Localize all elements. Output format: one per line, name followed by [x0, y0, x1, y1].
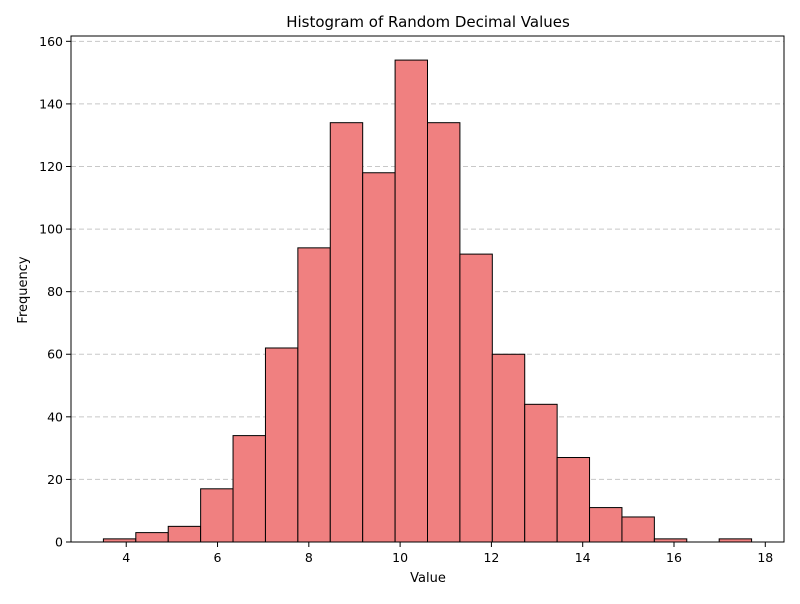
y-tick-label-20: 20: [47, 472, 63, 487]
y-tick-label-80: 80: [47, 284, 63, 299]
chart-title: Histogram of Random Decimal Values: [286, 13, 570, 31]
histogram-bar-9: [362, 172, 396, 543]
histogram-bar-6: [264, 347, 299, 543]
histogram-bar-10: [394, 59, 429, 543]
y-tick-label-120: 120: [39, 159, 63, 174]
x-tick-label-16: 16: [666, 550, 682, 565]
histogram-bar-13: [491, 353, 526, 543]
y-tick-label-140: 140: [39, 96, 63, 111]
x-tick-label-6: 6: [214, 550, 222, 565]
histogram-bar-8: [329, 122, 364, 543]
x-tick-label-18: 18: [757, 550, 773, 565]
x-tick-label-4: 4: [122, 550, 130, 565]
x-tick-label-12: 12: [483, 550, 499, 565]
histogram-bar-17: [621, 516, 655, 543]
x-tick-label-8: 8: [305, 550, 313, 565]
y-tick-label-100: 100: [39, 222, 63, 237]
histogram-bars: [102, 59, 753, 543]
histogram-bar-11: [427, 122, 461, 543]
histogram-bar-5: [232, 435, 266, 543]
y-tick-label-40: 40: [47, 409, 63, 424]
plot-frame: [70, 35, 785, 543]
histogram-bar-12: [459, 253, 493, 543]
x-tick-label-14: 14: [575, 550, 591, 565]
x-tick-label-10: 10: [392, 550, 408, 565]
y-axis-ticks: 0 20 40 60 80 100 120 140 160: [39, 34, 71, 550]
histogram-bar-3: [167, 525, 202, 543]
histogram-bar-2: [135, 532, 169, 543]
histogram-bar-7: [297, 247, 331, 543]
x-axis-title: Value: [410, 571, 446, 586]
histogram-bar-15: [556, 457, 591, 543]
histogram-bar-16: [589, 507, 623, 543]
y-axis-title: Frequency: [16, 256, 31, 323]
y-tick-label-160: 160: [39, 34, 63, 49]
x-axis-ticks: 4 6 8 10 12 14 16 18: [122, 542, 773, 565]
y-tick-label-60: 60: [47, 347, 63, 362]
y-tick-label-0: 0: [55, 535, 63, 550]
axes: [70, 35, 785, 543]
histogram-bar-14: [524, 403, 558, 543]
histogram-bar-4: [200, 488, 234, 543]
